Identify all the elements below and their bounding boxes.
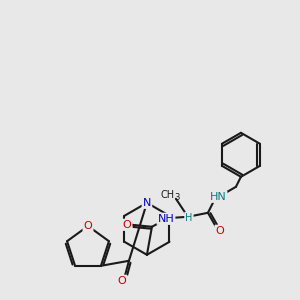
Text: O: O bbox=[216, 226, 224, 236]
Text: NH: NH bbox=[158, 214, 174, 224]
Text: 3: 3 bbox=[174, 193, 180, 202]
Text: O: O bbox=[84, 221, 92, 231]
Text: H: H bbox=[185, 213, 193, 223]
Text: N: N bbox=[143, 198, 151, 208]
Text: CH: CH bbox=[161, 190, 175, 200]
Text: O: O bbox=[118, 276, 126, 286]
Text: HN: HN bbox=[210, 192, 226, 202]
Text: O: O bbox=[123, 220, 131, 230]
